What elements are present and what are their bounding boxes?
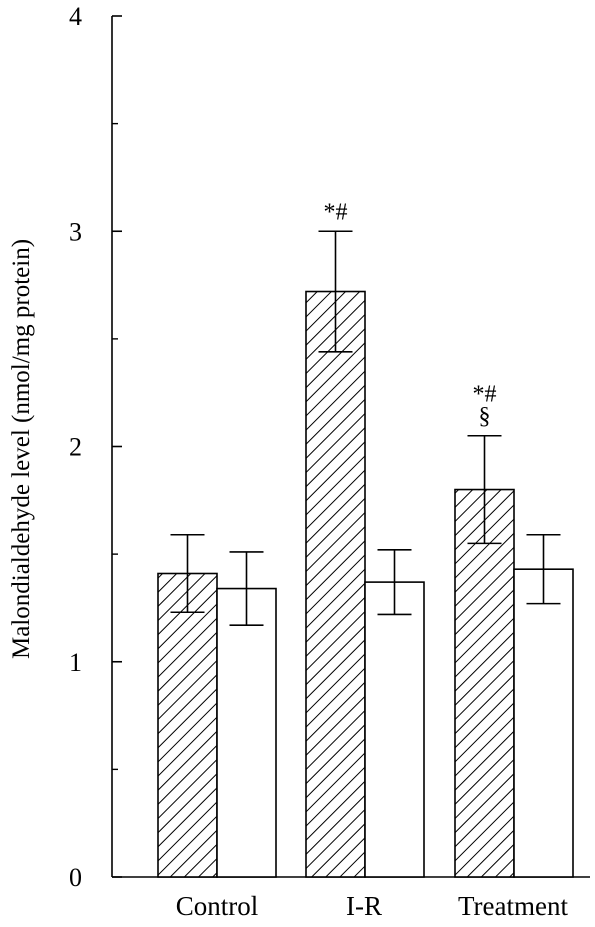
- y-tick-label: 4: [69, 2, 82, 31]
- x-category-label: Control: [176, 891, 259, 921]
- y-axis-title: Malondialdehyde level (nmol/mg protein): [8, 239, 35, 659]
- y-tick-label: 2: [69, 433, 82, 462]
- bar-hatched-control: [157, 572, 218, 878]
- bar-hatched-treatment: [454, 488, 515, 878]
- bars: [157, 290, 574, 878]
- bar-white-i-r: [364, 581, 425, 878]
- significance-marker: §: [479, 404, 491, 430]
- significance-marker: *#: [324, 199, 348, 225]
- significance-marker: *#: [473, 382, 497, 408]
- y-tick-label: 3: [69, 217, 82, 246]
- x-category-label: Treatment: [458, 891, 568, 921]
- error-bars: [170, 230, 561, 626]
- y-tick-label: 0: [69, 863, 82, 892]
- bar-white-treatment: [513, 568, 574, 878]
- bar-white-control: [216, 587, 277, 878]
- bar-hatched-i-r: [305, 290, 366, 878]
- y-tick-label: 1: [69, 648, 82, 677]
- x-category-label: I-R: [346, 891, 382, 921]
